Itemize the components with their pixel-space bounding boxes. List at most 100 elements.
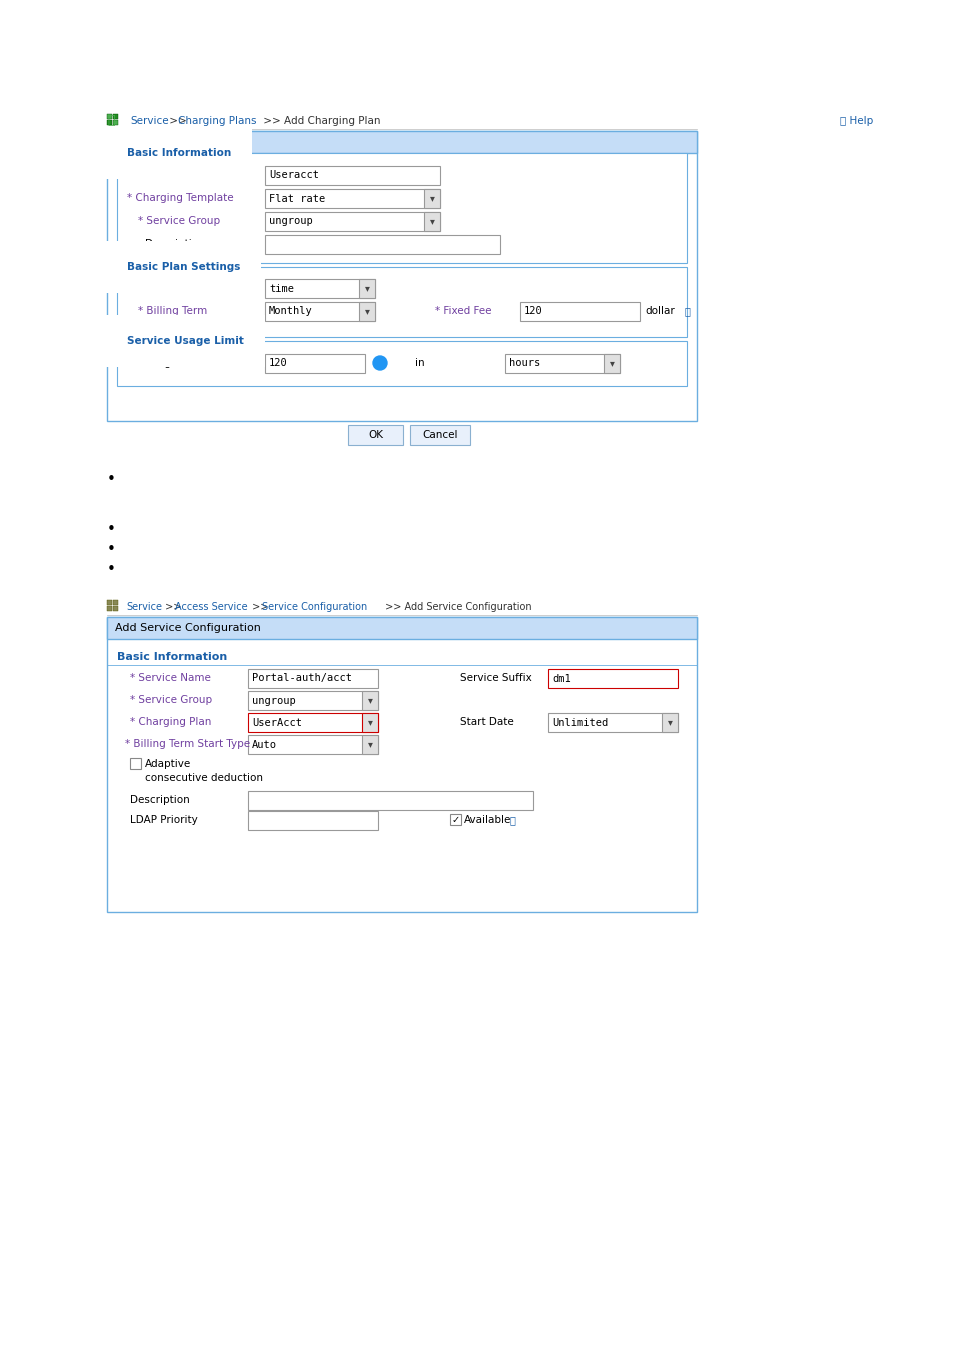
Bar: [410, 425, 470, 446]
Text: >> Add Charging Plan: >> Add Charging Plan: [260, 116, 380, 126]
Text: ▾: ▾: [429, 216, 434, 227]
Bar: [504, 354, 619, 373]
Text: Cancel: Cancel: [422, 431, 457, 440]
Text: Service Suffix: Service Suffix: [459, 674, 531, 683]
Text: hours: hours: [509, 359, 539, 369]
Text: i: i: [378, 359, 381, 367]
Text: Useracct: Useracct: [269, 170, 318, 181]
Bar: [248, 791, 533, 810]
Bar: [107, 131, 697, 153]
Text: * Service Group: * Service Group: [130, 695, 212, 705]
Text: * Service Name: * Service Name: [130, 674, 211, 683]
Bar: [358, 302, 375, 321]
Bar: [519, 302, 639, 321]
Text: ▾: ▾: [609, 359, 614, 369]
Text: ▾: ▾: [367, 717, 372, 728]
Text: •: •: [107, 563, 115, 578]
Bar: [107, 120, 112, 126]
Text: Usage Threshold: Usage Threshold: [145, 358, 232, 369]
Bar: [265, 166, 439, 185]
Bar: [107, 131, 697, 421]
Text: ❓: ❓: [684, 306, 690, 316]
Text: >>: >>: [249, 602, 272, 612]
Text: * Fixed Fee: * Fixed Fee: [435, 306, 491, 316]
Text: Charging Plan Setup: Charging Plan Setup: [115, 136, 229, 147]
Text: Add Service Configuration: Add Service Configuration: [115, 622, 260, 633]
Text: Service: Service: [130, 116, 169, 126]
Text: OK: OK: [368, 431, 382, 440]
Bar: [265, 279, 375, 298]
Bar: [112, 120, 118, 126]
Bar: [450, 814, 460, 825]
Text: Service Configuration: Service Configuration: [262, 602, 367, 612]
Text: dollar: dollar: [644, 306, 674, 316]
Text: ❓: ❓: [510, 815, 516, 825]
Text: Start Date: Start Date: [459, 717, 514, 728]
Text: * Billing Term Start Type: * Billing Term Start Type: [125, 738, 250, 749]
Text: consecutive deduction: consecutive deduction: [145, 774, 263, 783]
Text: Basic Information: Basic Information: [117, 652, 227, 662]
Bar: [248, 691, 377, 710]
Bar: [361, 713, 377, 732]
Text: >>: >>: [162, 602, 184, 612]
Text: ⬛: ⬛: [107, 115, 114, 127]
Bar: [361, 734, 377, 755]
Bar: [265, 189, 439, 208]
Bar: [117, 153, 686, 263]
Text: •: •: [107, 472, 115, 487]
Bar: [265, 302, 375, 321]
Text: >>: >>: [166, 116, 190, 126]
Bar: [265, 354, 365, 373]
Text: Auto: Auto: [252, 740, 276, 749]
Text: ▾: ▾: [364, 284, 369, 293]
Bar: [130, 757, 141, 769]
Bar: [112, 606, 118, 612]
Text: ungroup: ungroup: [269, 216, 313, 227]
Bar: [107, 617, 697, 913]
Bar: [361, 691, 377, 710]
Text: Access Service: Access Service: [174, 602, 248, 612]
Bar: [265, 235, 499, 254]
Bar: [117, 342, 686, 386]
Text: ▾: ▾: [367, 695, 372, 706]
Text: Service Usage Limit: Service Usage Limit: [127, 336, 244, 346]
Text: 120: 120: [269, 359, 288, 369]
Circle shape: [373, 356, 387, 370]
Text: ✓: ✓: [451, 814, 459, 825]
Bar: [248, 713, 377, 732]
Bar: [107, 606, 112, 612]
Bar: [265, 212, 439, 231]
Text: ▾: ▾: [429, 193, 434, 204]
Bar: [248, 670, 377, 688]
Text: Portal-auth/acct: Portal-auth/acct: [252, 674, 352, 683]
Text: * Plan Name: * Plan Name: [145, 170, 210, 180]
Bar: [423, 212, 439, 231]
Text: Available: Available: [463, 815, 511, 825]
Text: ▾: ▾: [367, 740, 372, 749]
Bar: [547, 713, 678, 732]
Text: * Charge Based on: * Charge Based on: [132, 284, 231, 293]
Text: Basic Plan Settings: Basic Plan Settings: [127, 262, 240, 271]
Text: ▾: ▾: [364, 306, 369, 316]
Text: * Charging Plan: * Charging Plan: [130, 717, 212, 728]
Bar: [248, 811, 377, 830]
Bar: [661, 713, 678, 732]
Text: Basic Information: Basic Information: [127, 148, 231, 158]
Text: dm1: dm1: [552, 674, 570, 683]
Text: •: •: [107, 543, 115, 558]
Bar: [348, 425, 402, 446]
Text: Flat rate: Flat rate: [269, 193, 325, 204]
Bar: [112, 599, 118, 605]
Bar: [603, 354, 619, 373]
Text: * Service Group: * Service Group: [138, 216, 220, 225]
Bar: [107, 617, 697, 639]
Text: >> Add Service Configuration: >> Add Service Configuration: [381, 602, 531, 612]
Text: * Charging Template: * Charging Template: [127, 193, 233, 202]
Bar: [117, 267, 686, 338]
Bar: [547, 670, 678, 688]
Bar: [112, 113, 118, 119]
Text: * Billing Term: * Billing Term: [138, 306, 207, 316]
Text: Monthly: Monthly: [269, 306, 313, 316]
Text: Unlimited: Unlimited: [552, 717, 608, 728]
Text: Service: Service: [126, 602, 162, 612]
